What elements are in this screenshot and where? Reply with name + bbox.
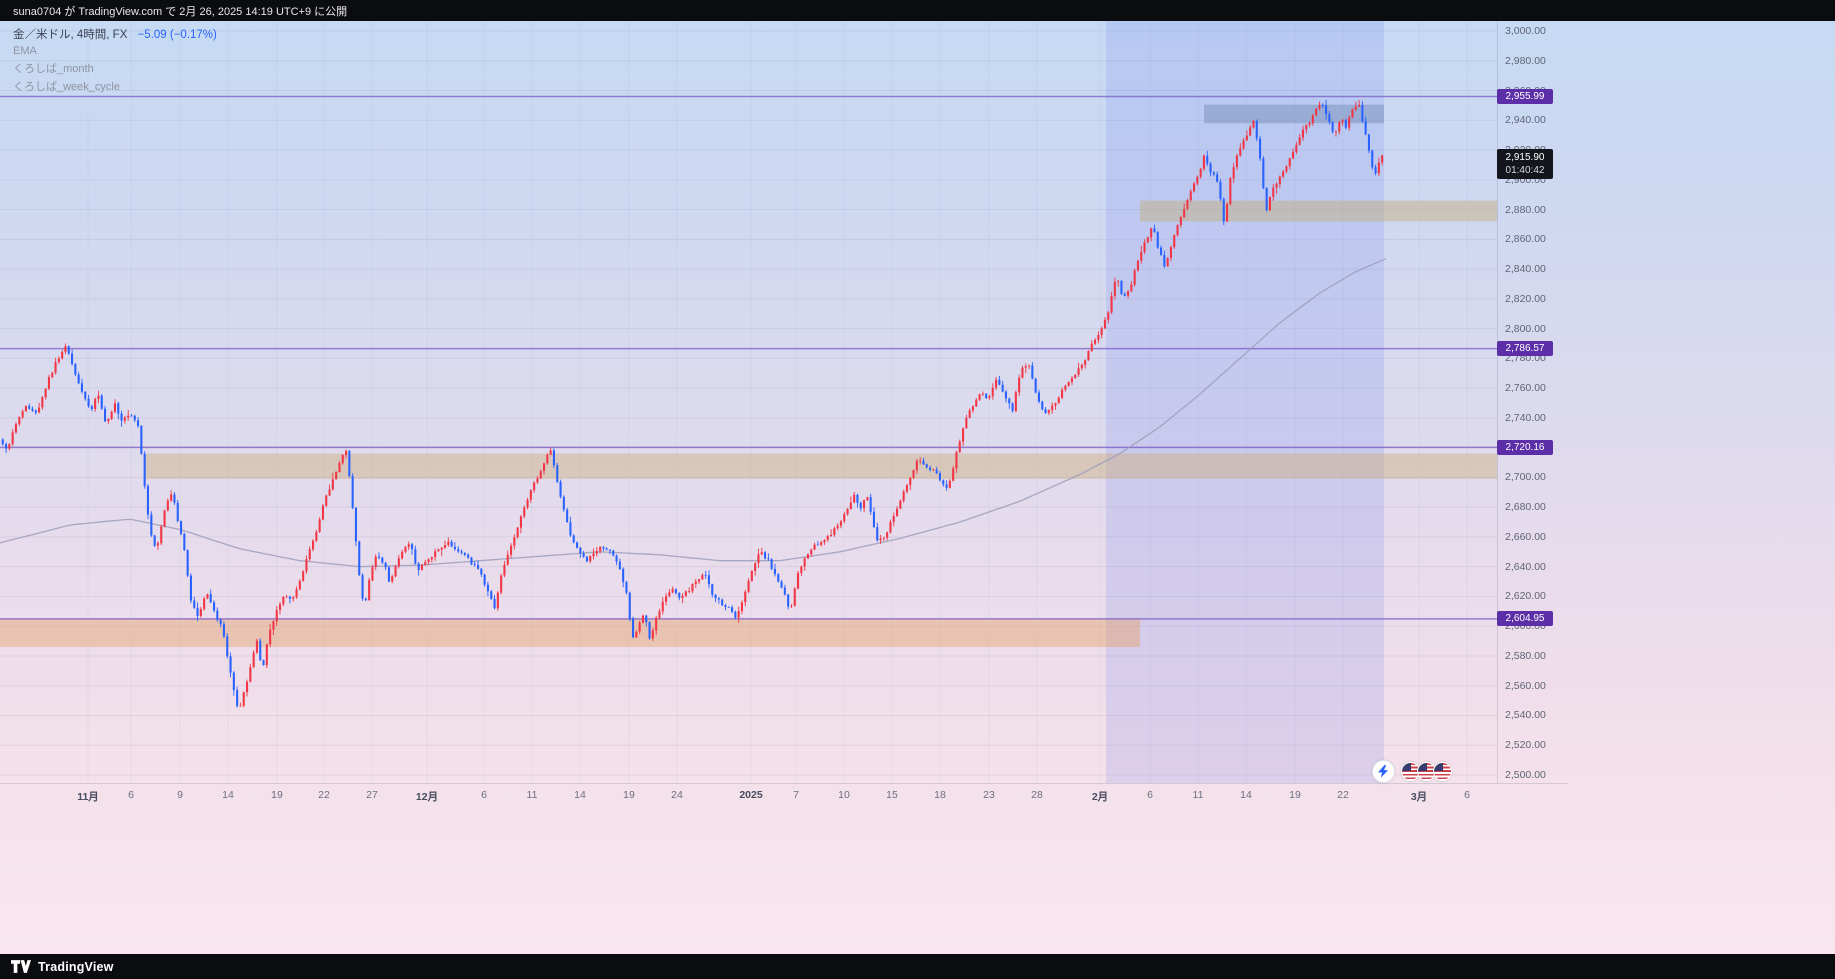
price-axis-label: 2,840.00 [1505, 263, 1546, 276]
time-axis-label: 6 [1147, 789, 1153, 801]
time-axis-label: 23 [983, 789, 995, 801]
footer-bar: TradingView [0, 954, 1835, 979]
footer-brand[interactable]: TradingView [38, 959, 114, 974]
price-axis-label: 2,960.00 [1505, 84, 1546, 97]
price-axis-label: 3,000.00 [1505, 25, 1546, 37]
price-axis-label: 2,880.00 [1505, 203, 1546, 216]
price-axis-label: 2,640.00 [1505, 560, 1546, 573]
time-axis-label: 12月 [415, 791, 439, 803]
price-axis-label: 2,520.00 [1505, 739, 1546, 752]
price-axis[interactable]: 3,000.00 2,980.00 2,960.00 2,940.00 2,920.00… [1497, 21, 1568, 783]
time-axis-label: 9 [177, 789, 183, 801]
time-axis-label: 14 [222, 789, 234, 801]
time-axis-label: 19 [271, 789, 283, 801]
time-axis-label: 10 [838, 789, 850, 801]
price-axis-label: 2,900.00 [1505, 173, 1546, 186]
time-axis-label: 7 [793, 789, 799, 801]
time-axis-label: 14 [1240, 789, 1252, 801]
price-axis-label: 2,800.00 [1505, 322, 1546, 335]
indicator-label-ema: EMA [13, 45, 37, 57]
time-axis-label: 14 [574, 789, 586, 801]
price-axis-border [1497, 21, 1498, 783]
time-axis-label: 2月 [1091, 791, 1109, 803]
price-axis-label: 2,660.00 [1505, 530, 1546, 543]
event-icon-cluster [1372, 760, 1452, 783]
price-axis-label: 2,740.00 [1505, 411, 1546, 424]
price-axis-label: 2,680.00 [1505, 501, 1546, 514]
us-flag-event-icon [1433, 762, 1452, 781]
time-axis-label: 19 [1289, 789, 1301, 801]
time-axis-label: 6 [1464, 789, 1470, 801]
price-axis-label: 2,820.00 [1505, 292, 1546, 305]
symbol-row: 金／米ドル, 4時間, FX −5.09 (−0.17%) [13, 26, 217, 42]
time-axis-label: 28 [1031, 789, 1043, 801]
chart-legend: 金／米ドル, 4時間, FX −5.09 (−0.17%) EMA くろしば_m… [13, 26, 217, 94]
price-change: −5.09 (−0.17%) [137, 29, 217, 41]
price-axis-label: 2,500.00 [1505, 769, 1546, 781]
time-axis-label: 22 [318, 789, 330, 801]
time-axis-label: 19 [623, 789, 635, 801]
time-axis-label: 27 [366, 789, 378, 801]
price-axis-label: 2,620.00 [1505, 590, 1546, 603]
time-axis-label: 15 [886, 789, 898, 801]
price-axis-label: 2,860.00 [1505, 233, 1546, 246]
price-axis-label: 2,600.00 [1505, 620, 1546, 633]
indicator-label-kuroshiba-week-cycle: くろしば_week_cycle [13, 81, 120, 93]
time-axis-label: 6 [481, 789, 487, 801]
symbol-title: 金／米ドル, 4時間, FX [13, 29, 128, 41]
time-axis-label: 22 [1337, 789, 1349, 801]
price-axis-label: 2,980.00 [1505, 54, 1546, 67]
publish-bar: suna0704 が TradingView.com で 2月 26, 2025… [0, 0, 1835, 21]
price-axis-label: 2,940.00 [1505, 114, 1546, 127]
price-axis-label: 2,760.00 [1505, 382, 1546, 395]
time-axis[interactable]: 11月 6 9 14 19 22 27 12月 6 11 14 19 24 2025 7 10 15 18 23 28… [0, 783, 1497, 809]
publish-info-text: suna0704 が TradingView.com で 2月 26, 2025… [13, 5, 348, 18]
price-axis-label: 2,780.00 [1505, 352, 1546, 365]
price-axis-label: 2,720.00 [1505, 441, 1546, 454]
time-axis-label: 11 [1192, 789, 1204, 801]
price-axis-label: 2,580.00 [1505, 649, 1546, 662]
price-axis-label: 2,540.00 [1505, 709, 1546, 722]
flash-event-icon [1372, 760, 1395, 783]
time-axis-label: 11月 [77, 791, 99, 803]
time-axis-label: 3月 [1410, 791, 1428, 803]
tradingview-logo-icon[interactable] [11, 960, 31, 973]
time-axis-label: 11 [526, 789, 538, 801]
time-axis-label: 6 [128, 789, 134, 801]
time-axis-label: 24 [671, 789, 683, 801]
price-axis-label: 2,920.00 [1505, 144, 1546, 157]
price-axis-label: 2,560.00 [1505, 679, 1546, 692]
indicator-label-kuroshiba-month: くろしば_month [13, 62, 94, 75]
price-axis-label: 2,700.00 [1505, 471, 1546, 484]
time-axis-border [0, 783, 1568, 784]
time-axis-label: 2025 [739, 789, 763, 801]
time-axis-label: 18 [934, 789, 946, 801]
